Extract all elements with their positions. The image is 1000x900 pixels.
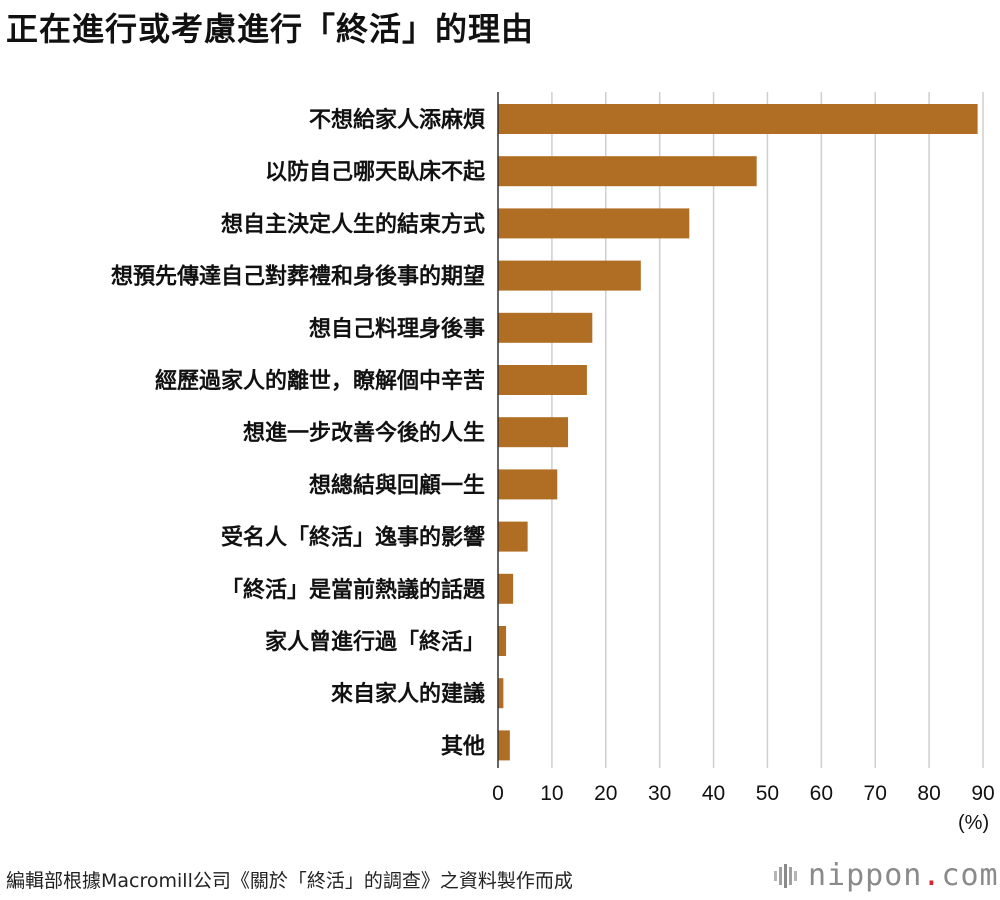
category-label: 其他 (441, 734, 485, 759)
nippon-logo-icon (774, 863, 797, 888)
bar (498, 469, 558, 500)
x-tick-labels: 0 10 20 30 40 50 60 70 80 90 (492, 782, 995, 805)
bar (498, 365, 587, 395)
x-tick-label: 30 (648, 782, 671, 805)
bar (498, 626, 507, 656)
category-label: 想預先傳達自己對葬禮和身後事的期望 (111, 264, 485, 290)
category-label: 「終活」是當前熱議的話題 (221, 577, 486, 603)
category-label: 想總結與回顧一生 (309, 472, 485, 498)
grid-lines (551, 92, 984, 768)
x-tick-label: 50 (756, 782, 779, 805)
page-title: 正在進行或考慮進行「終活」的理由 (6, 10, 535, 48)
bar (498, 678, 504, 709)
bar-chart: 不想給家人添麻煩以防自己哪天臥床不起想自主決定人生的結束方式想預先傳達自己對葬禮… (111, 92, 995, 805)
bar (498, 156, 757, 187)
x-tick-label: 70 (864, 782, 887, 805)
brand-dot: . (922, 858, 942, 893)
x-tick-label: 90 (971, 782, 994, 805)
category-label: 經歷過家人的離世，瞭解個中辛苦 (155, 368, 485, 394)
x-tick-label: 10 (540, 782, 563, 805)
bar (498, 104, 978, 134)
brand-name: nippon (808, 858, 923, 893)
x-tick-label: 60 (810, 782, 833, 805)
category-label: 想進一步改善今後的人生 (243, 420, 485, 446)
bar (498, 312, 593, 343)
bar (498, 417, 569, 448)
x-tick-label: 0 (492, 782, 504, 805)
bar (498, 208, 690, 239)
bar (498, 260, 641, 291)
x-tick-label: 40 (702, 782, 725, 805)
category-label: 想自主決定人生的結束方式 (221, 211, 485, 237)
brand-wordmark: nippon.com (808, 858, 999, 893)
category-label: 想自己料理身後事 (309, 316, 485, 342)
category-label: 受名人「終活」逸事的影響 (221, 525, 485, 551)
category-label: 不想給家人添麻煩 (309, 107, 486, 133)
x-tick-label: 20 (594, 782, 617, 805)
bar (498, 573, 514, 604)
bar (498, 521, 528, 552)
category-label: 來自家人的建議 (331, 681, 485, 707)
brand-tld: com (941, 858, 999, 893)
category-label: 以防自己哪天臥床不起 (265, 159, 486, 185)
category-labels: 不想給家人添麻煩以防自己哪天臥床不起想自主決定人生的結束方式想預先傳達自己對葬禮… (111, 107, 486, 759)
source-note: 編輯部根據Macromill公司《關於「終活」的調查》之資料製作而成 (6, 870, 573, 892)
bar (498, 730, 510, 761)
x-tick-label: 80 (917, 782, 940, 805)
x-axis-unit: (%) (958, 812, 990, 834)
brand-logo: nippon.com (772, 858, 999, 893)
category-label: 家人曾進行過「終活」 (265, 629, 485, 655)
bars (498, 104, 978, 761)
